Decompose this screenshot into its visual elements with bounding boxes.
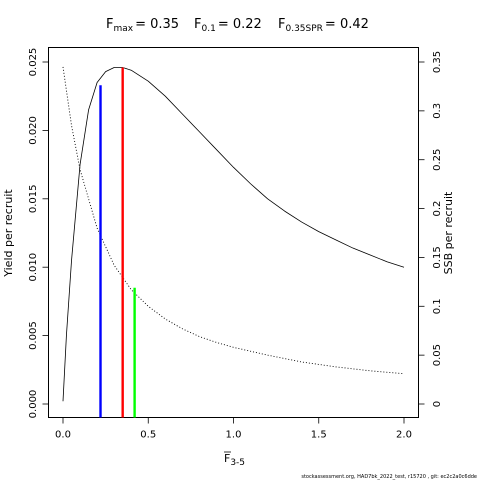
x-tick-label: 0.0: [55, 430, 71, 441]
y-tick-label: 0.005: [28, 321, 39, 350]
title-fspr: F0.35SPR = 0.42: [278, 17, 369, 34]
y-axis-title: Yield per recruit: [2, 189, 15, 278]
reference-lines-layer: [99, 67, 136, 418]
y2-tick-label: 0: [432, 401, 443, 407]
y2-tick-label: 0.2: [432, 201, 443, 217]
ssb-per-recruit-line: [62, 66, 405, 375]
y2-tick-label: 0.1: [432, 298, 443, 314]
title-fmax: Fmax = 0.35: [106, 17, 179, 34]
y2-tick-label: 0.15: [432, 246, 443, 268]
y2-tick-label: 0.25: [432, 149, 443, 171]
x-axis-title: F3-5: [224, 452, 245, 468]
plot-frame: [48, 47, 419, 418]
chart-title: Fmax = 0.35 F0.1 = 0.22 F0.35SPR = 0.42: [106, 17, 369, 34]
y-tick-label: 0.015: [28, 184, 39, 213]
y-axis-right: 0 0.05 0.1 0.15 0.2 0.25 0.3 0.35: [418, 51, 443, 407]
x-axis: 0.0 0.5 1.0 1.5 2.0: [55, 417, 412, 441]
y2-axis-title: SSB per recruit: [442, 191, 455, 274]
y2-tick-label: 0.35: [432, 51, 443, 73]
y-axis-left: 0.000 0.005 0.010 0.015 0.020 0.025: [28, 48, 49, 419]
x-tick-label: 1.5: [311, 430, 327, 441]
x-tick-label: 2.0: [396, 430, 412, 441]
title-f01: F0.1 = 0.22: [194, 17, 262, 34]
x-tick-label: 0.5: [140, 430, 156, 441]
y2-tick-label: 0.3: [432, 103, 443, 119]
series-layer: [62, 66, 405, 402]
y-tick-label: 0.025: [28, 48, 39, 77]
y-tick-label: 0.020: [28, 116, 39, 145]
yield-per-recruit-line: [62, 67, 405, 402]
y-tick-label: 0.010: [28, 253, 39, 282]
y2-tick-label: 0.05: [432, 344, 443, 366]
footer-credit: stockassessment.org, HAD7bk_2022_test, r…: [301, 474, 477, 480]
y-tick-label: 0.000: [28, 390, 39, 419]
x-tick-label: 1.0: [226, 430, 242, 441]
